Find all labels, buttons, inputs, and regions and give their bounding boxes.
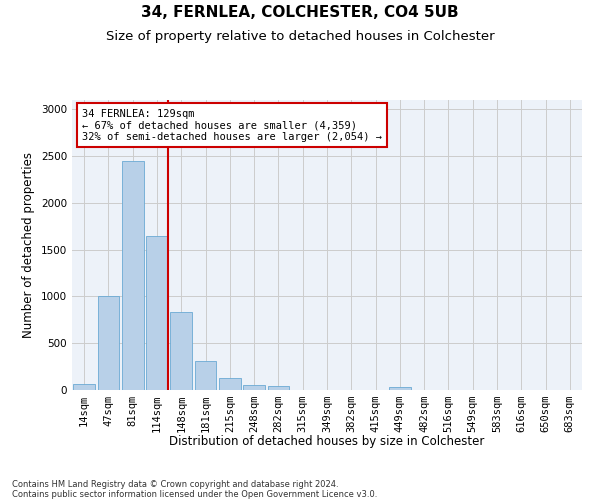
- Text: Distribution of detached houses by size in Colchester: Distribution of detached houses by size …: [169, 435, 485, 448]
- Bar: [146, 236, 168, 390]
- Bar: [97, 296, 119, 390]
- Y-axis label: Number of detached properties: Number of detached properties: [22, 152, 35, 338]
- Bar: [243, 386, 265, 390]
- Bar: [170, 312, 192, 390]
- Bar: [268, 386, 289, 390]
- Bar: [73, 384, 95, 390]
- Text: 34 FERNLEA: 129sqm
← 67% of detached houses are smaller (4,359)
32% of semi-deta: 34 FERNLEA: 129sqm ← 67% of detached hou…: [82, 108, 382, 142]
- Bar: [219, 378, 241, 390]
- Text: Size of property relative to detached houses in Colchester: Size of property relative to detached ho…: [106, 30, 494, 43]
- Bar: [389, 387, 411, 390]
- Bar: [194, 361, 217, 390]
- Bar: [122, 161, 143, 390]
- Text: 34, FERNLEA, COLCHESTER, CO4 5UB: 34, FERNLEA, COLCHESTER, CO4 5UB: [141, 5, 459, 20]
- Text: Contains HM Land Registry data © Crown copyright and database right 2024.
Contai: Contains HM Land Registry data © Crown c…: [12, 480, 377, 500]
